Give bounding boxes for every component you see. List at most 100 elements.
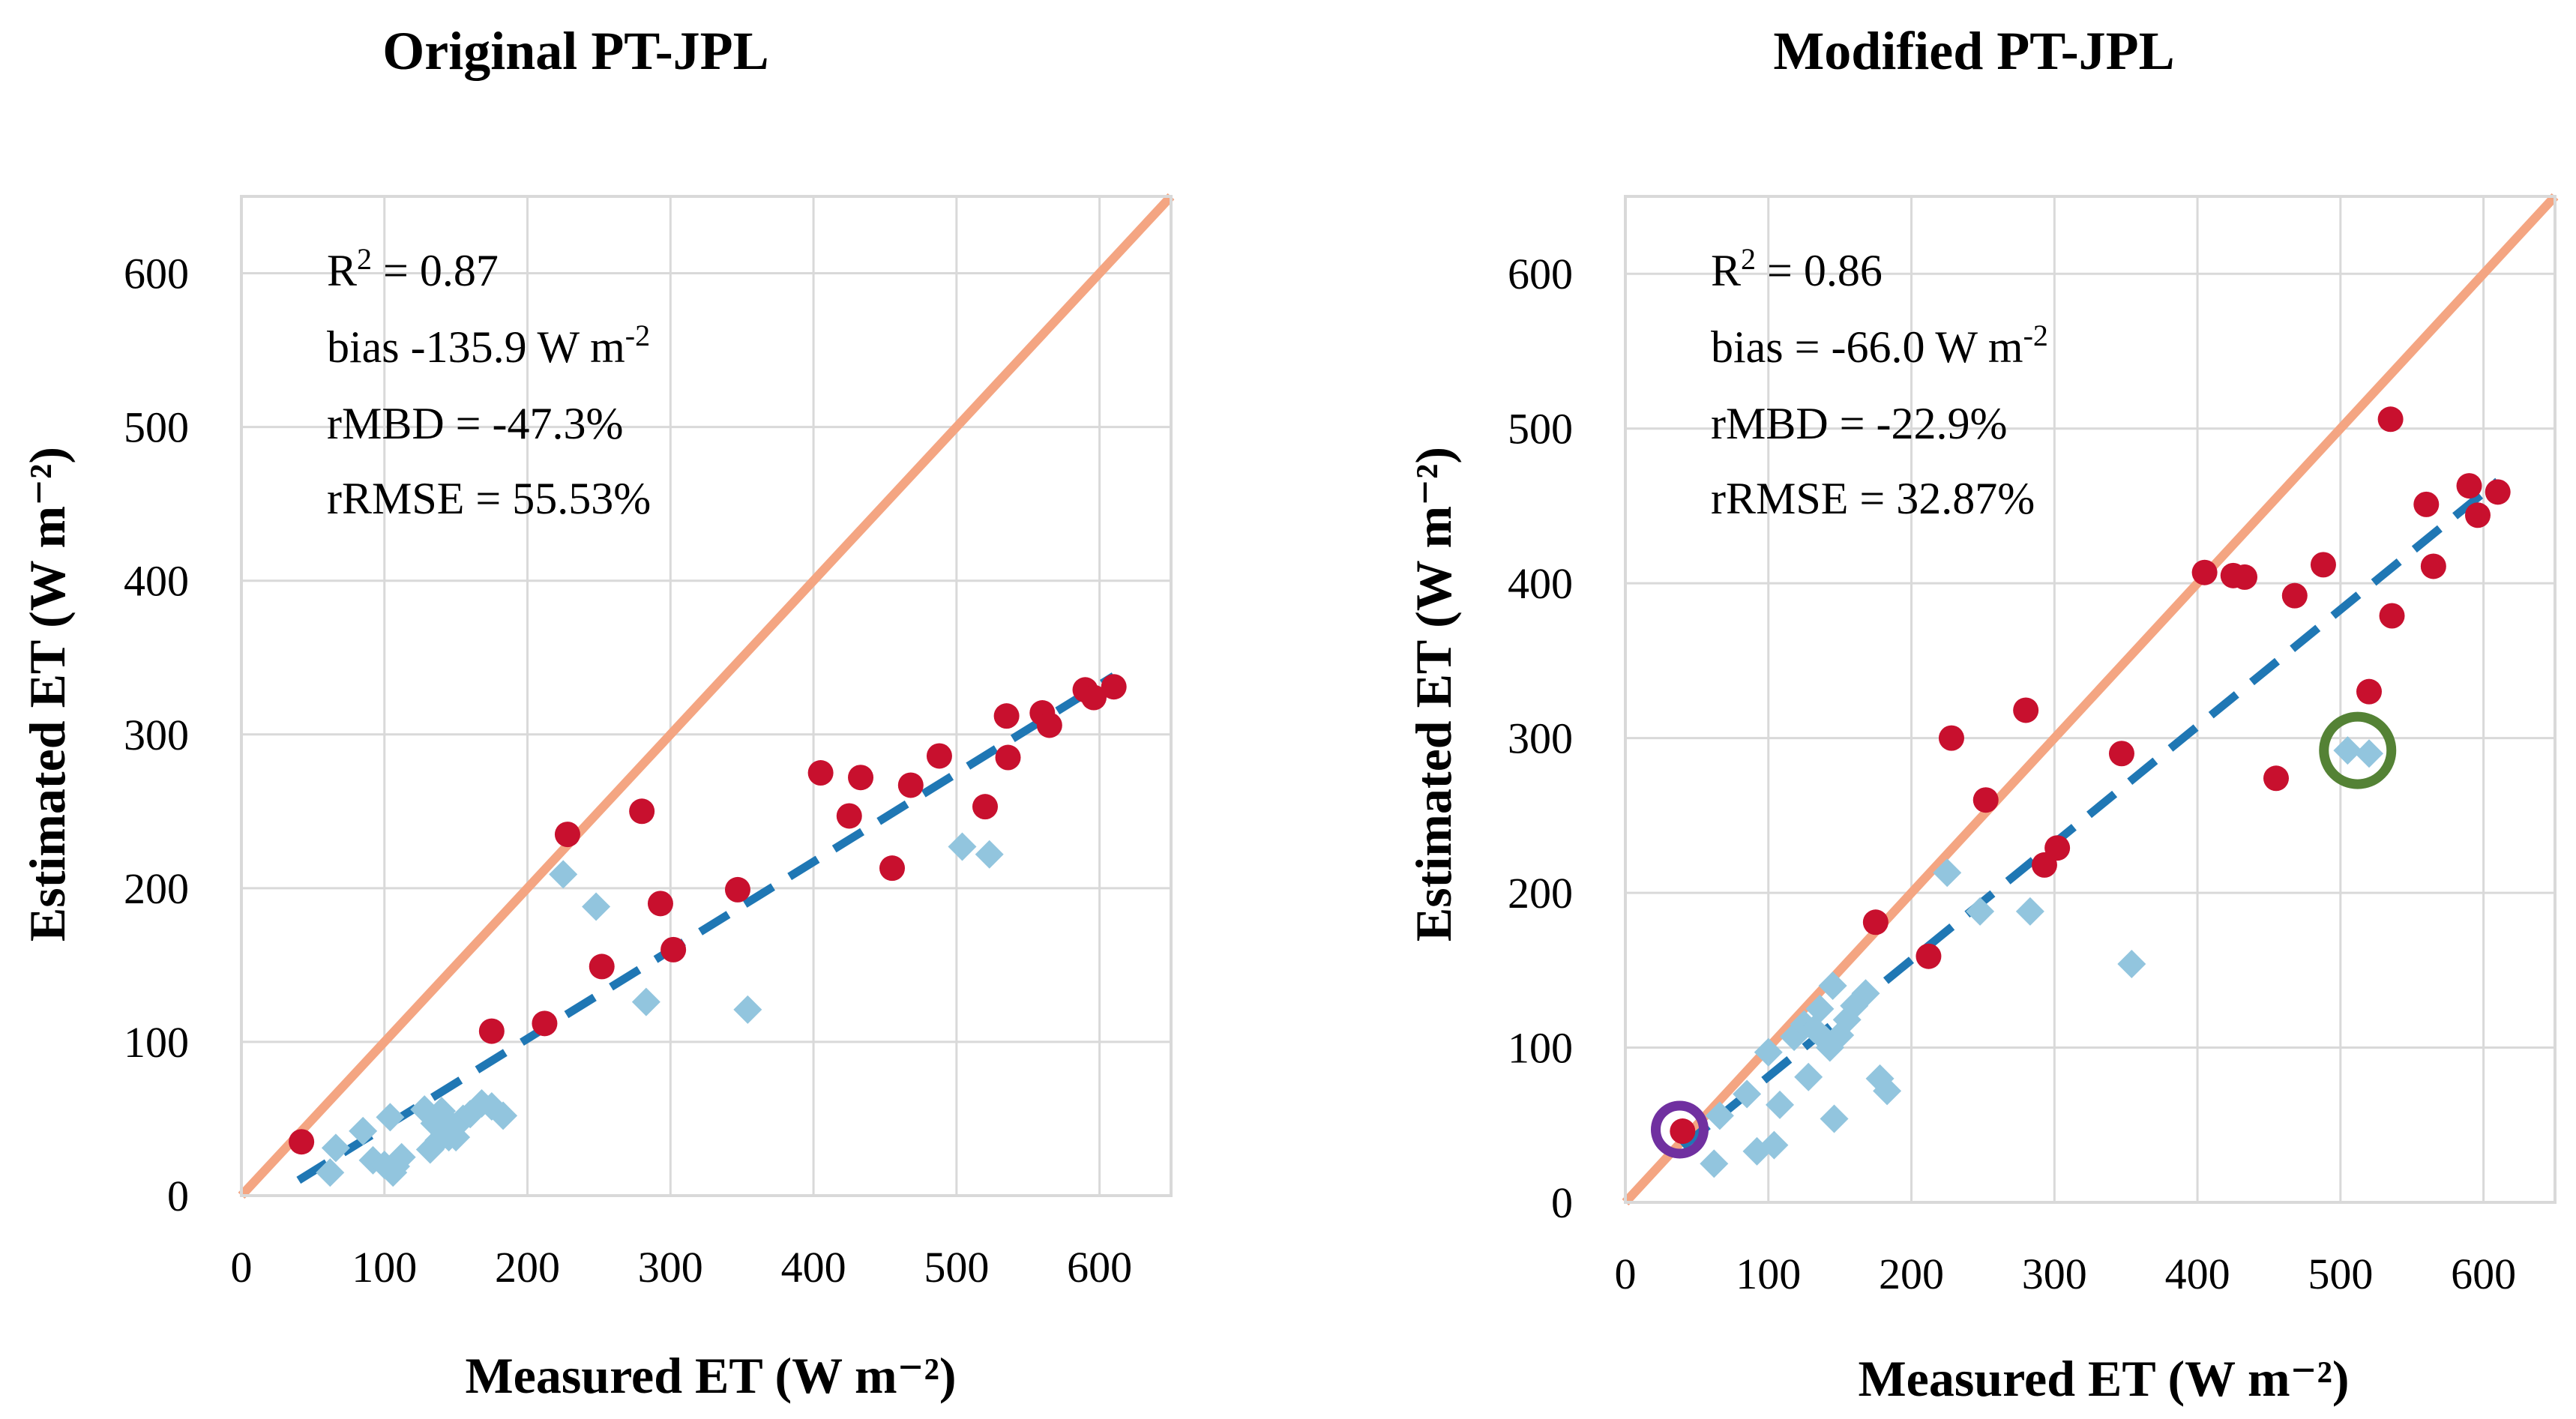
x-axis-title: Measured ET (W m⁻²) — [1858, 1350, 2349, 1407]
x-tick-label: 200 — [1879, 1250, 1944, 1298]
x-tick-label: 300 — [2022, 1250, 2087, 1298]
blue-diamond-point — [1794, 1062, 1823, 1091]
stats-box: R2 = 0.87 bias -135.9 W m-2 rMBD = -47.3… — [327, 242, 651, 524]
blue-diamond-point — [1733, 1079, 1762, 1109]
y-tick-label: 500 — [1508, 405, 1573, 454]
blue-diamond-point — [321, 1133, 350, 1163]
rmbd-label: rMBD = -47.3% — [327, 399, 623, 448]
rrmse-label: rRMSE = 55.53% — [327, 474, 651, 523]
red-circle-point — [289, 1129, 315, 1155]
red-circle-point — [879, 855, 905, 882]
red-circle-point — [995, 744, 1021, 771]
stats-box: R2 = 0.86 bias = -66.0 W m-2 rMBD = -22.… — [1711, 242, 2048, 524]
one-to-one-line — [238, 193, 1175, 1199]
red-circle-point — [993, 703, 1020, 729]
x-tick-label: 300 — [638, 1243, 703, 1292]
blue-diamond-point — [582, 892, 611, 921]
red-circle-point — [2263, 765, 2289, 792]
blue-diamond-point — [316, 1158, 345, 1187]
red-circle-point — [589, 953, 615, 980]
blue-diamond-point — [489, 1101, 518, 1130]
r2-label: R2 = 0.86 — [1711, 242, 1883, 296]
red-circle-point — [532, 1010, 558, 1037]
y-tick-label: 400 — [124, 557, 189, 606]
red-circle-point — [2356, 678, 2382, 705]
y-tick-label: 300 — [124, 711, 189, 759]
y-axis-title: Estimated ET (W m⁻²) — [1405, 447, 1462, 942]
chart-title: Modified PT-JPL — [1773, 21, 2174, 81]
red-circle-point — [2413, 491, 2440, 517]
blue-diamond-point — [1760, 1130, 1789, 1160]
x-tick-label: 0 — [231, 1243, 253, 1292]
blue-diamond-point — [1851, 979, 1880, 1008]
red-circle-point — [2108, 741, 2134, 767]
y-tick-label: 0 — [1551, 1178, 1573, 1227]
chart-modified-pt-jpl: Modified PT-JPL Measured ET (W m⁻²) Esti… — [1405, 21, 2559, 1407]
x-tick-label: 500 — [924, 1243, 989, 1292]
gridlines — [240, 196, 1171, 1197]
red-circle-point — [2379, 603, 2405, 629]
y-tick-label: 400 — [1508, 559, 1573, 608]
red-circle-point — [554, 822, 580, 848]
blue-diamond-point — [2355, 739, 2383, 768]
blue-diamond-point — [549, 860, 578, 889]
blue-diamond-point — [1966, 897, 1995, 926]
plot-frame — [240, 195, 1173, 1197]
red-circle-point — [2464, 502, 2491, 528]
red-circle-point — [897, 772, 924, 798]
annotations — [1650, 711, 2397, 1159]
red-circle-point — [2310, 552, 2336, 578]
y-tick-label: 0 — [167, 1172, 189, 1220]
red-circle-point — [1036, 712, 1062, 738]
x-tick-label: 0 — [1615, 1250, 1637, 1298]
data-points — [1670, 406, 2511, 1178]
y-tick-label: 100 — [1508, 1024, 1573, 1073]
blue-diamond-point — [387, 1142, 416, 1172]
blue-diamond-point — [1705, 1101, 1734, 1130]
x-tick-label: 500 — [2308, 1250, 2373, 1298]
bias-label: bias -135.9 W m-2 — [327, 319, 650, 373]
blue-diamond-point — [1933, 858, 1962, 888]
y-tick-labels: 0 100 200 300 400 500 600 — [124, 250, 189, 1220]
blue-diamond-point — [2117, 950, 2146, 979]
blue-diamond-point — [631, 987, 660, 1016]
x-tick-label: 200 — [495, 1243, 560, 1292]
green-circle — [2319, 711, 2397, 789]
x-axis-title: Measured ET (W m⁻²) — [465, 1347, 956, 1404]
y-tick-label: 600 — [1508, 250, 1573, 298]
red-circle-point — [836, 803, 862, 829]
reference-lines — [238, 193, 1175, 1199]
bias-label: bias = -66.0 W m-2 — [1711, 319, 2048, 373]
red-circle-point — [2377, 406, 2404, 433]
x-tick-label: 100 — [352, 1243, 417, 1292]
red-circle-point — [807, 760, 834, 786]
red-circle-point — [1972, 787, 1999, 813]
x-tick-label: 100 — [1736, 1250, 1801, 1298]
x-tick-label: 400 — [781, 1243, 846, 1292]
y-tick-label: 100 — [124, 1018, 189, 1067]
red-circle-point — [2044, 835, 2071, 861]
y-tick-label: 500 — [124, 403, 189, 452]
red-circle-point — [1080, 684, 1107, 711]
red-circle-point — [1862, 909, 1889, 936]
red-circle-point — [2420, 553, 2446, 579]
blue-diamond-point — [2015, 897, 2044, 926]
red-circle-point — [2013, 697, 2039, 723]
data-points — [289, 674, 1127, 1187]
chart-original-pt-jpl: Original PT-JPL Measured ET (W m⁻²) Esti… — [19, 21, 1175, 1404]
blue-diamond-point — [1700, 1149, 1729, 1178]
plot-frame — [1624, 195, 2557, 1204]
purple-circle — [1650, 1100, 1709, 1159]
red-circle-point — [647, 891, 673, 917]
red-circle-point — [926, 743, 952, 769]
blue-diamond-point — [1766, 1090, 1795, 1119]
blue-diamond-point — [349, 1116, 378, 1145]
y-tick-labels: 0 100 200 300 400 500 600 — [1508, 250, 1573, 1227]
red-circle-point — [2281, 582, 2308, 609]
red-circle-point — [629, 798, 655, 825]
red-circle-point — [660, 936, 687, 962]
y-tick-label: 300 — [1508, 714, 1573, 763]
x-tick-label: 600 — [2451, 1250, 2516, 1298]
blue-diamond-point — [1820, 1104, 1849, 1133]
chart-title: Original PT-JPL — [382, 21, 768, 81]
